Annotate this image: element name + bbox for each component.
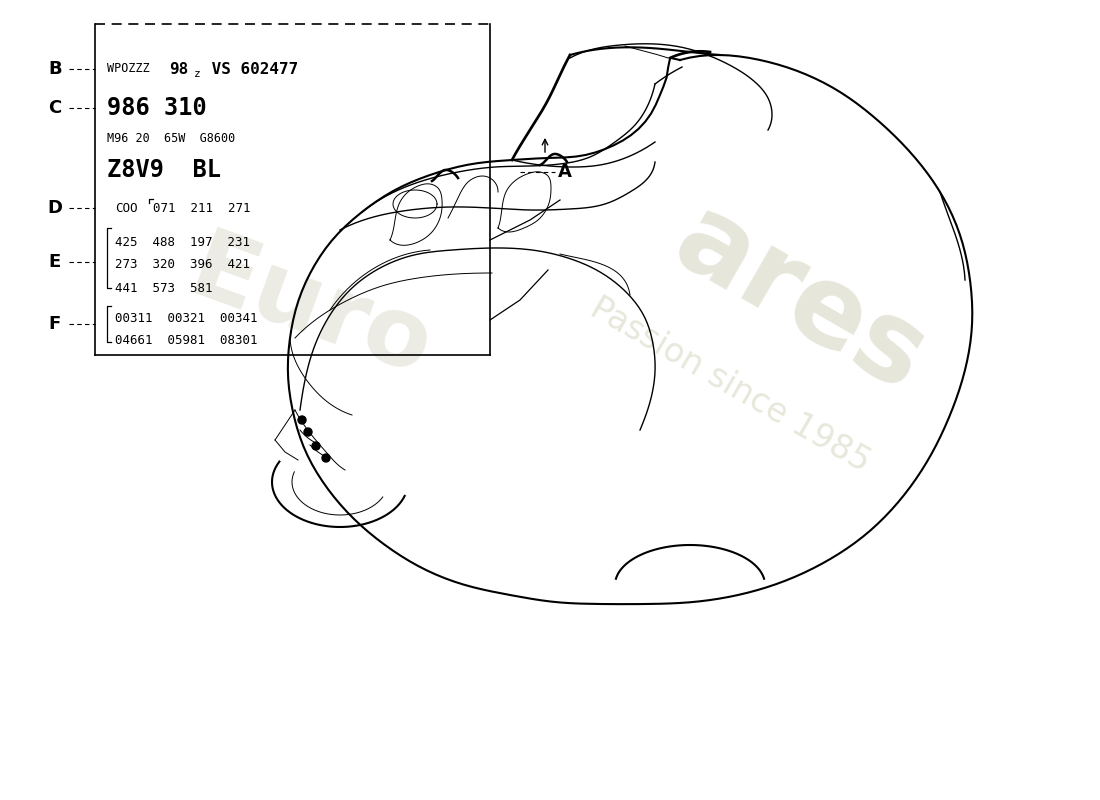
Circle shape <box>304 428 312 436</box>
Text: Z8V9  BL: Z8V9 BL <box>107 158 221 182</box>
Text: M96 20  65W  G8600: M96 20 65W G8600 <box>107 131 235 145</box>
Text: 441  573  581: 441 573 581 <box>116 282 212 294</box>
Text: D: D <box>47 199 63 217</box>
Text: A: A <box>558 163 572 181</box>
Circle shape <box>322 454 330 462</box>
Circle shape <box>312 442 320 450</box>
Text: Passion since 1985: Passion since 1985 <box>584 291 876 478</box>
Text: 071  211  271: 071 211 271 <box>153 202 251 214</box>
Text: E: E <box>48 253 62 271</box>
Text: F: F <box>48 315 62 333</box>
Text: COO: COO <box>116 202 138 214</box>
Text: Euro: Euro <box>176 223 443 397</box>
Text: 273  320  396  421: 273 320 396 421 <box>116 258 250 271</box>
Text: C: C <box>48 99 62 117</box>
Text: z: z <box>194 69 200 79</box>
Text: ares: ares <box>656 186 944 414</box>
Text: WPOZZZ: WPOZZZ <box>107 62 157 75</box>
Text: VS 602477: VS 602477 <box>202 62 298 77</box>
Text: 98: 98 <box>169 62 188 77</box>
Text: 425  488  197  231: 425 488 197 231 <box>116 235 250 249</box>
Text: B: B <box>48 60 62 78</box>
Text: 00311  00321  00341: 00311 00321 00341 <box>116 311 257 325</box>
Text: 04661  05981  08301: 04661 05981 08301 <box>116 334 257 346</box>
Text: 986 310: 986 310 <box>107 96 207 120</box>
Circle shape <box>298 416 306 424</box>
